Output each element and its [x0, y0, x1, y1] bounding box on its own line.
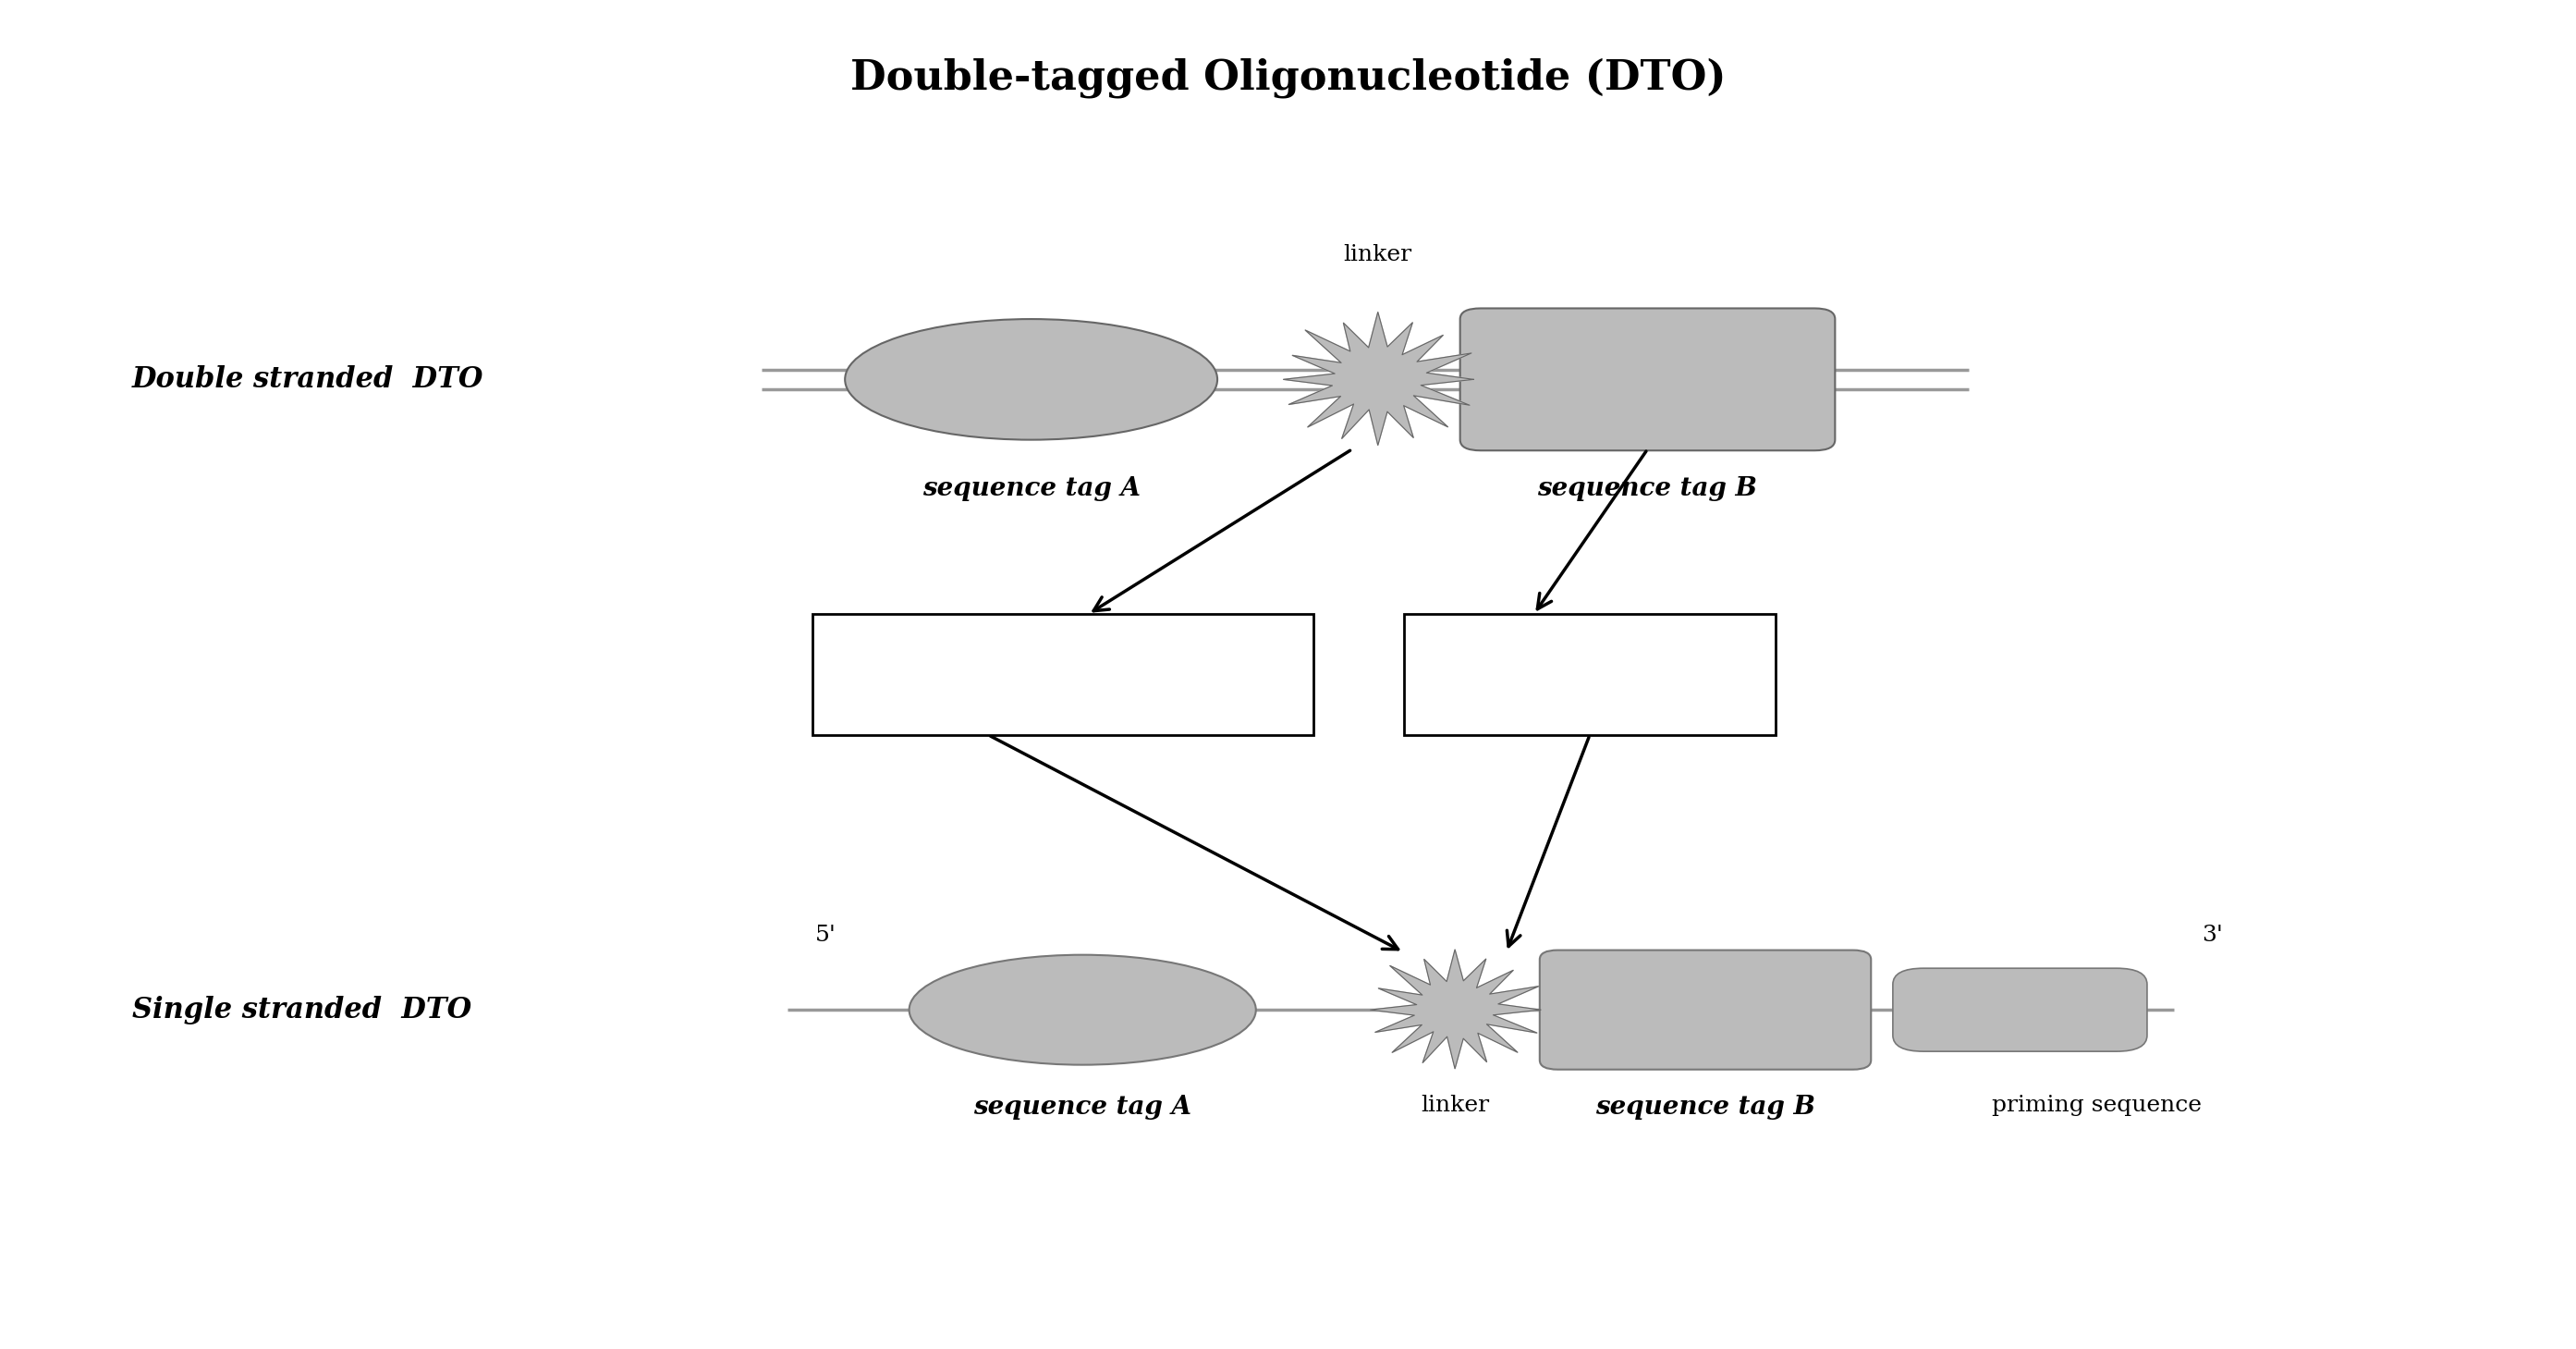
- Text: Single stranded  DTO: Single stranded DTO: [131, 996, 471, 1024]
- Ellipse shape: [909, 955, 1257, 1064]
- FancyBboxPatch shape: [814, 614, 1314, 735]
- Text: sequence tag B: sequence tag B: [1595, 1094, 1816, 1120]
- Text: linker: linker: [1422, 1094, 1489, 1116]
- Ellipse shape: [845, 320, 1218, 440]
- Text: priming sequence: priming sequence: [1991, 1094, 2202, 1116]
- Text: Double stranded  DTO: Double stranded DTO: [131, 366, 484, 394]
- FancyBboxPatch shape: [1461, 309, 1834, 451]
- Text: breaking site: breaking site: [1494, 662, 1685, 687]
- Text: Double-tagged Oligonucleotide (DTO): Double-tagged Oligonucleotide (DTO): [850, 58, 1726, 98]
- Text: 5': 5': [814, 924, 837, 946]
- Text: sequence tag A: sequence tag A: [974, 1094, 1193, 1120]
- Text: stopping sequence: stopping sequence: [930, 662, 1198, 687]
- Polygon shape: [1370, 950, 1540, 1068]
- FancyBboxPatch shape: [1404, 614, 1775, 735]
- FancyBboxPatch shape: [1540, 950, 1870, 1070]
- Text: sequence tag B: sequence tag B: [1538, 476, 1757, 500]
- Text: 3': 3': [2202, 924, 2223, 946]
- Polygon shape: [1283, 312, 1473, 445]
- Text: sequence tag A: sequence tag A: [922, 476, 1141, 500]
- FancyBboxPatch shape: [1893, 969, 2146, 1051]
- Text: linker: linker: [1345, 244, 1412, 266]
